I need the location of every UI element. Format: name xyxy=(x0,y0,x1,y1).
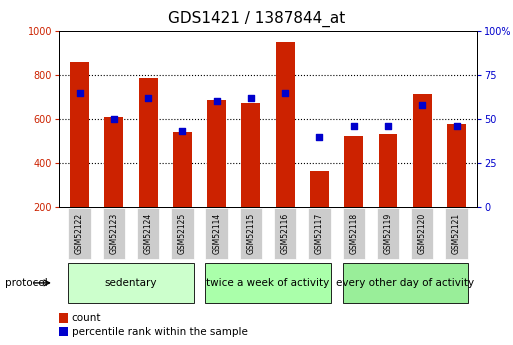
Bar xyxy=(379,134,398,207)
Bar xyxy=(413,95,431,207)
Point xyxy=(418,102,426,108)
Bar xyxy=(343,208,365,259)
Point xyxy=(212,99,221,104)
Point xyxy=(452,123,461,129)
Text: twice a week of activity: twice a week of activity xyxy=(206,278,330,288)
Bar xyxy=(377,208,399,259)
Point xyxy=(384,123,392,129)
Bar xyxy=(137,208,159,259)
Text: GSM52121: GSM52121 xyxy=(452,213,461,254)
Bar xyxy=(308,208,330,259)
Text: count: count xyxy=(72,313,102,323)
Point xyxy=(315,134,324,139)
Point xyxy=(281,90,289,95)
Text: GSM52125: GSM52125 xyxy=(178,213,187,254)
Text: GSM52117: GSM52117 xyxy=(315,213,324,254)
Bar xyxy=(276,42,294,207)
Point xyxy=(144,95,152,101)
Text: every other day of activity: every other day of activity xyxy=(336,278,474,288)
Text: GSM52122: GSM52122 xyxy=(75,213,84,254)
Bar xyxy=(206,263,330,303)
Text: GDS1421 / 1387844_at: GDS1421 / 1387844_at xyxy=(168,10,345,27)
Bar xyxy=(411,208,433,259)
Text: GSM52115: GSM52115 xyxy=(246,213,255,254)
Bar xyxy=(59,313,68,323)
Bar xyxy=(310,171,329,207)
Bar xyxy=(240,208,262,259)
Text: percentile rank within the sample: percentile rank within the sample xyxy=(72,327,248,337)
Point xyxy=(178,129,186,134)
Bar xyxy=(447,124,466,207)
Text: GSM52120: GSM52120 xyxy=(418,213,427,254)
Point xyxy=(350,123,358,129)
Bar xyxy=(68,263,193,303)
Bar xyxy=(173,132,192,207)
Point xyxy=(110,116,118,122)
Text: GSM52119: GSM52119 xyxy=(384,213,392,254)
Text: GSM52116: GSM52116 xyxy=(281,213,290,254)
Bar xyxy=(274,208,297,259)
Bar xyxy=(105,117,123,207)
Bar xyxy=(207,100,226,207)
Bar xyxy=(171,208,193,259)
Text: GSM52123: GSM52123 xyxy=(109,213,119,254)
Bar xyxy=(70,62,89,207)
Bar xyxy=(139,78,157,207)
Bar xyxy=(68,208,91,259)
Bar xyxy=(343,263,468,303)
Bar xyxy=(344,136,363,207)
Bar xyxy=(445,208,468,259)
Bar xyxy=(206,208,228,259)
Bar xyxy=(103,208,125,259)
Text: protocol: protocol xyxy=(5,278,48,288)
Text: GSM52124: GSM52124 xyxy=(144,213,152,254)
Point xyxy=(247,95,255,101)
Bar xyxy=(242,102,260,207)
Text: GSM52118: GSM52118 xyxy=(349,213,358,254)
Text: sedentary: sedentary xyxy=(105,278,157,288)
Bar xyxy=(59,327,68,336)
Point xyxy=(75,90,84,95)
Text: GSM52114: GSM52114 xyxy=(212,213,221,254)
